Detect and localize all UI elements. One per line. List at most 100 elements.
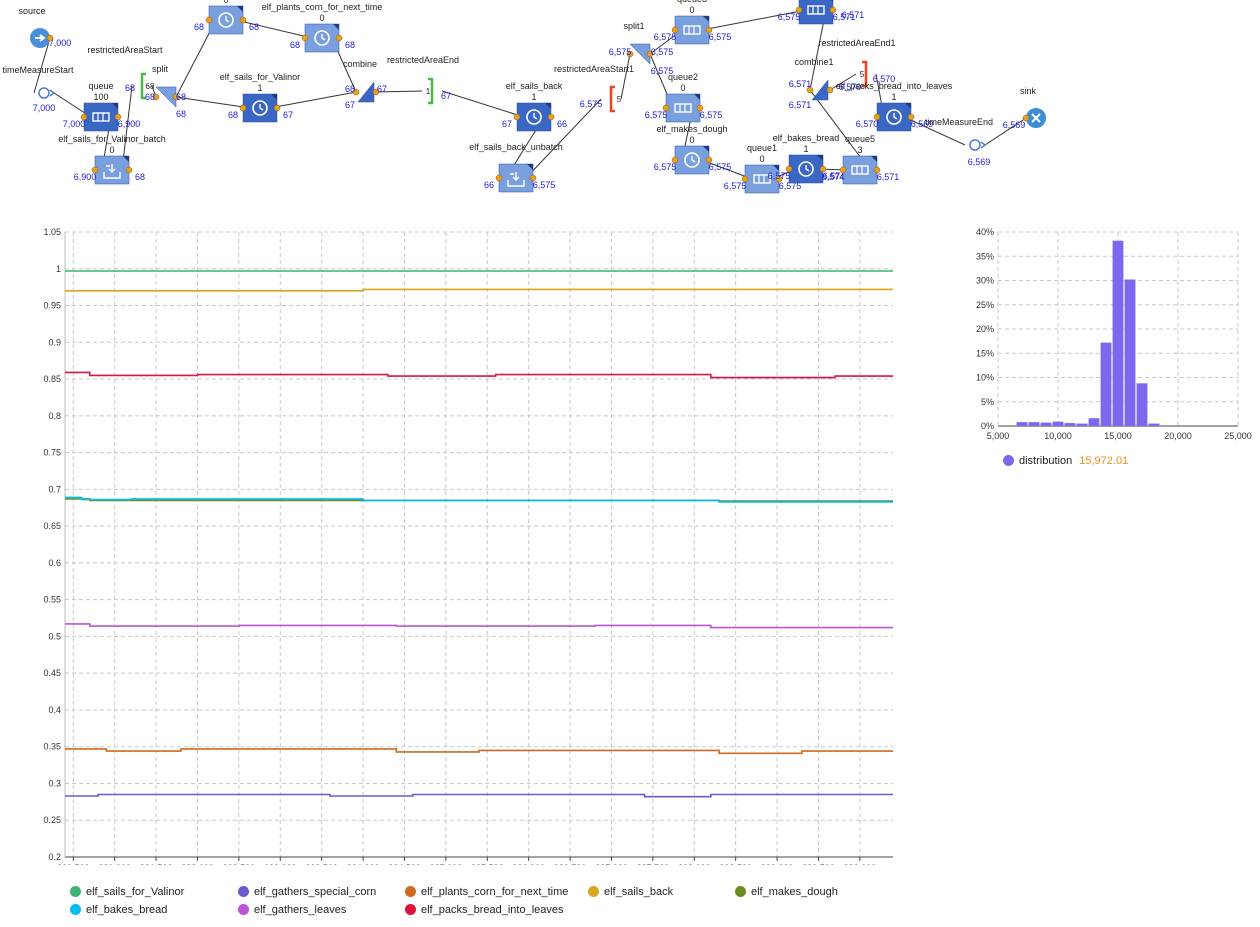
series-line-elf-bakes-bread[interactable] [65,496,893,503]
block-port[interactable] [785,165,793,173]
series-line-elf-gathers-special-corn[interactable] [65,793,893,798]
flow-block-sink[interactable]: sink 6,569 [1003,86,1046,130]
block-port[interactable] [705,156,713,164]
legend-item-elf-packs-bread-into-leaves[interactable]: elf_packs_bread_into_leaves [405,904,564,916]
block-body[interactable] [744,164,780,194]
flow-block-timeMeasureEnd[interactable]: timeMeasureEnd 6,569 [925,117,993,167]
block-port[interactable] [80,113,88,121]
series-line-elf-packs-bread-into-leaves[interactable] [65,371,893,379]
block-body[interactable] [674,145,710,175]
block-port[interactable] [152,93,160,101]
series-line-elf-sails-back[interactable] [65,288,893,292]
block-port[interactable] [795,6,803,14]
block-port[interactable] [819,165,827,173]
hist-bar[interactable] [1052,421,1064,426]
block-port[interactable] [671,26,679,34]
block-body[interactable] [83,102,119,132]
block-port[interactable] [172,93,180,101]
flow-block-timeMeasureStart[interactable]: timeMeasureStart 7,000 [2,65,74,113]
block-body[interactable] [798,0,834,25]
block-body[interactable] [842,155,878,185]
legend-item-elf-bakes-bread[interactable]: elf_bakes_bread [70,904,167,916]
flow-block-combine[interactable]: combine 68 67 67 [343,59,387,110]
block-port[interactable] [826,86,834,94]
legend-item-elf-gathers-special-corn[interactable]: elf_gathers_special_corn [238,886,376,898]
block-port[interactable] [335,34,343,42]
hist-bar[interactable] [1040,422,1052,426]
flow-block-restrictedAreaEnd1[interactable]: 5 restrictedAreaEnd1 6,570 [818,38,896,88]
block-port[interactable] [301,34,309,42]
block-port[interactable] [114,113,122,121]
block-port[interactable] [626,50,634,58]
block-port[interactable] [372,88,380,96]
block-port[interactable] [529,174,537,182]
block-port[interactable] [873,166,881,174]
legend-item-elf-sails-back[interactable]: elf_sails_back [588,886,673,898]
flow-block-combine1[interactable]: combine1 6,571 6,570 6,571 [789,57,862,110]
legend-item-elf-plants-corn-for-next-time[interactable]: elf_plants_corn_for_next_time [405,886,568,898]
hist-bar[interactable] [1064,423,1076,426]
block-port[interactable] [239,16,247,24]
block-port[interactable] [91,166,99,174]
flow-block-queue4[interactable]: 6,575 6,571 [778,0,856,25]
flow-block-queue3[interactable]: queue30 6,575 6,575 [654,0,732,45]
hist-bar[interactable] [1100,342,1112,426]
flow-block-delay-top[interactable]: 0 68 68 [194,0,259,35]
block-port[interactable] [513,113,521,121]
block-port[interactable] [646,50,654,58]
hist-bar[interactable] [1124,279,1136,426]
flow-block-restrictedAreaStart1[interactable]: 5 restrictedAreaStart1 6,575 [554,64,634,113]
block-port[interactable] [775,175,783,183]
hist-bar[interactable] [1088,418,1100,426]
hist-bar[interactable] [1148,423,1160,426]
block-port[interactable] [239,104,247,112]
series-line-elf-plants-corn-for-next-time[interactable] [65,748,893,755]
block-body[interactable] [674,15,710,45]
hist-bar[interactable] [1136,383,1148,426]
block-body[interactable] [665,93,701,123]
flow-block-source[interactable]: source 7,000 [18,6,71,48]
block-port[interactable] [907,113,915,121]
flow-block-restrictedAreaEnd[interactable]: 1 restrictedAreaEnd 67 [387,55,459,105]
flow-block-restrictedAreaStart[interactable]: 68 restrictedAreaStart 68 [87,45,163,100]
hist-bar[interactable] [1076,423,1088,426]
block-port[interactable] [829,6,837,14]
block-port[interactable] [662,104,670,112]
block-port[interactable] [547,113,555,121]
flow-block-split1[interactable]: split1 6,575 6,575 6,575 [609,21,674,76]
legend-item-elf-gathers-leaves[interactable]: elf_gathers_leaves [238,904,346,916]
legend-item-elf-makes-dough[interactable]: elf_makes_dough [735,886,838,898]
hist-bar[interactable] [1016,422,1028,426]
flow-block-elf-sails-back-unbatch[interactable]: elf_sails_back_unbatch 66 6,575 [469,142,563,193]
block-port[interactable] [806,86,814,94]
legend-item-elf-sails-for-Valinor[interactable]: elf_sails_for_Valinor [70,886,184,898]
block-port[interactable] [125,166,133,174]
block-port[interactable] [46,34,54,42]
hist-bar[interactable] [1112,240,1124,426]
block-port[interactable] [705,26,713,34]
block-port[interactable] [205,16,213,24]
block-port[interactable] [671,156,679,164]
block-port[interactable] [352,88,360,96]
series-line-elf-gathers-leaves[interactable] [65,623,893,629]
block-port[interactable] [273,104,281,112]
block-port[interactable] [741,175,749,183]
hist-bar[interactable] [1028,422,1040,426]
block-port[interactable] [696,104,704,112]
block-port[interactable] [1022,114,1030,122]
block-port[interactable] [839,166,847,174]
block-port[interactable] [873,113,881,121]
block-port[interactable] [495,174,503,182]
